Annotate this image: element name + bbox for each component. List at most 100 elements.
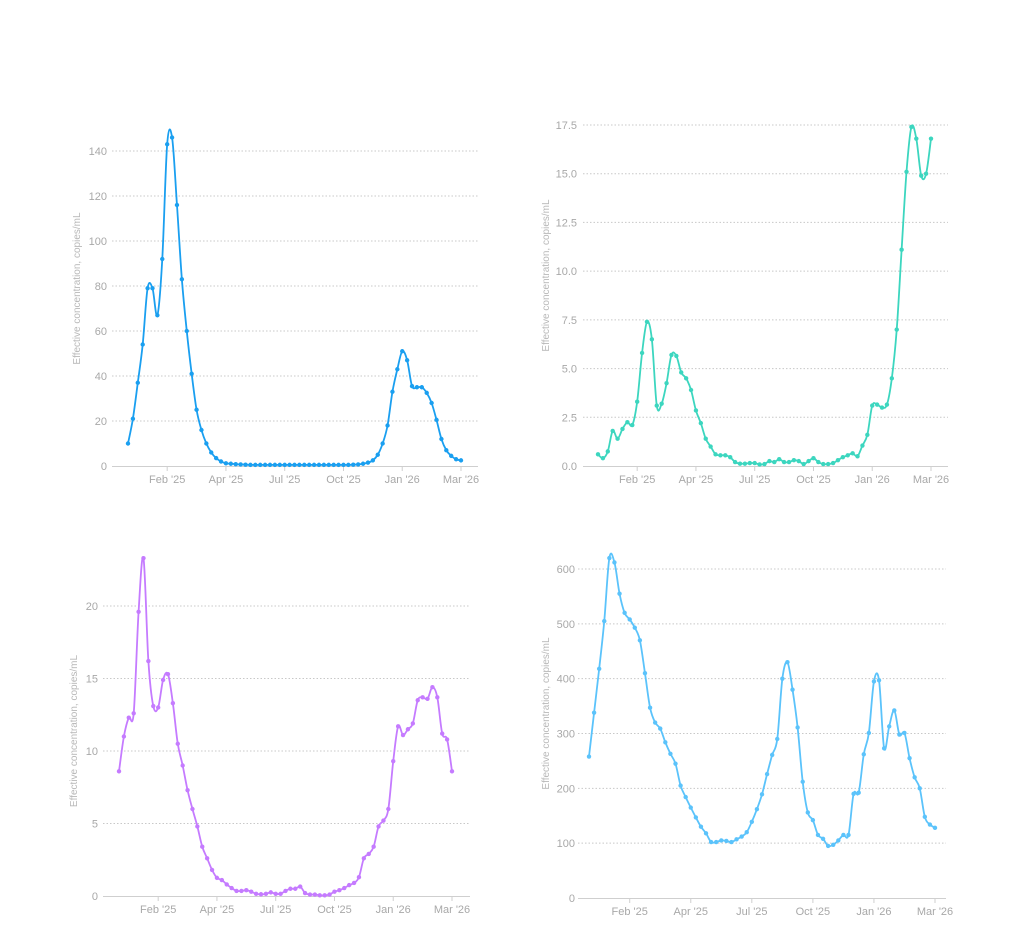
data-point[interactable] bbox=[728, 455, 733, 460]
data-point[interactable] bbox=[744, 830, 749, 835]
data-point[interactable] bbox=[351, 880, 357, 886]
data-point[interactable] bbox=[346, 462, 351, 468]
data-point[interactable] bbox=[698, 420, 704, 426]
data-point[interactable] bbox=[272, 462, 278, 468]
data-point[interactable] bbox=[917, 786, 922, 791]
data-point[interactable] bbox=[811, 456, 816, 461]
data-point[interactable] bbox=[391, 758, 396, 764]
data-point[interactable] bbox=[801, 461, 806, 467]
data-point[interactable] bbox=[932, 825, 938, 831]
data-point[interactable] bbox=[337, 888, 342, 893]
data-point[interactable] bbox=[884, 402, 890, 407]
data-point[interactable] bbox=[724, 838, 729, 844]
data-point[interactable] bbox=[625, 419, 630, 425]
data-point[interactable] bbox=[316, 462, 322, 468]
data-point[interactable] bbox=[912, 775, 917, 780]
data-point[interactable] bbox=[435, 695, 440, 700]
data-point[interactable] bbox=[596, 666, 602, 671]
data-point[interactable] bbox=[370, 458, 376, 463]
data-point[interactable] bbox=[288, 886, 293, 891]
data-point[interactable] bbox=[321, 462, 327, 468]
data-point[interactable] bbox=[654, 403, 659, 408]
data-point[interactable] bbox=[239, 888, 244, 894]
data-point[interactable] bbox=[307, 892, 313, 897]
data-point[interactable] bbox=[835, 457, 841, 463]
data-point[interactable] bbox=[155, 313, 160, 318]
data-point[interactable] bbox=[400, 349, 405, 354]
data-point[interactable] bbox=[312, 892, 318, 897]
data-point[interactable] bbox=[125, 441, 131, 446]
data-point[interactable] bbox=[121, 734, 127, 739]
data-point[interactable] bbox=[439, 436, 444, 442]
data-point[interactable] bbox=[894, 327, 899, 332]
data-point[interactable] bbox=[332, 889, 337, 894]
data-point[interactable] bbox=[825, 843, 831, 849]
data-point[interactable] bbox=[326, 462, 331, 468]
data-point[interactable] bbox=[292, 462, 297, 468]
data-point[interactable] bbox=[928, 136, 934, 141]
data-point[interactable] bbox=[204, 856, 210, 861]
data-point[interactable] bbox=[850, 451, 855, 456]
data-point[interactable] bbox=[769, 752, 775, 758]
data-point[interactable] bbox=[302, 462, 307, 468]
data-point[interactable] bbox=[620, 426, 625, 432]
data-point[interactable] bbox=[386, 806, 391, 812]
data-point[interactable] bbox=[764, 771, 770, 777]
data-point[interactable] bbox=[757, 462, 762, 467]
data-point[interactable] bbox=[772, 459, 777, 465]
data-point[interactable] bbox=[856, 790, 861, 795]
data-point[interactable] bbox=[283, 888, 288, 894]
data-point[interactable] bbox=[825, 461, 831, 467]
data-point[interactable] bbox=[642, 670, 648, 676]
data-point[interactable] bbox=[140, 342, 145, 347]
data-point[interactable] bbox=[708, 444, 713, 449]
data-point[interactable] bbox=[713, 452, 718, 457]
data-point[interactable] bbox=[622, 610, 627, 616]
data-point[interactable] bbox=[293, 886, 298, 891]
data-point[interactable] bbox=[164, 142, 170, 147]
data-point[interactable] bbox=[881, 746, 887, 751]
data-point[interactable] bbox=[899, 247, 904, 252]
data-point[interactable] bbox=[927, 822, 933, 827]
data-point[interactable] bbox=[175, 741, 180, 746]
data-point[interactable] bbox=[734, 837, 739, 842]
data-point[interactable] bbox=[365, 460, 371, 465]
data-point[interactable] bbox=[404, 358, 410, 363]
data-point[interactable] bbox=[845, 453, 850, 458]
data-point[interactable] bbox=[790, 687, 795, 692]
data-point[interactable] bbox=[821, 461, 826, 467]
data-point[interactable] bbox=[258, 462, 263, 468]
data-point[interactable] bbox=[703, 831, 709, 836]
data-point[interactable] bbox=[639, 350, 645, 356]
data-point[interactable] bbox=[278, 891, 283, 897]
data-point[interactable] bbox=[219, 877, 225, 883]
data-point[interactable] bbox=[331, 462, 336, 468]
data-point[interactable] bbox=[785, 660, 790, 665]
data-point[interactable] bbox=[273, 891, 278, 897]
data-point[interactable] bbox=[165, 671, 171, 677]
data-point[interactable] bbox=[390, 389, 395, 394]
data-point[interactable] bbox=[405, 727, 411, 732]
data-point[interactable] bbox=[800, 779, 805, 784]
data-point[interactable] bbox=[381, 818, 386, 823]
data-point[interactable] bbox=[659, 401, 664, 406]
data-point[interactable] bbox=[865, 432, 870, 438]
data-point[interactable] bbox=[233, 462, 238, 467]
data-point[interactable] bbox=[678, 783, 683, 788]
data-point[interactable] bbox=[444, 737, 450, 742]
data-point[interactable] bbox=[214, 875, 220, 881]
data-point[interactable] bbox=[126, 715, 131, 720]
data-point[interactable] bbox=[649, 337, 655, 342]
data-point[interactable] bbox=[816, 459, 821, 465]
data-point[interactable] bbox=[810, 817, 816, 823]
data-point[interactable] bbox=[669, 352, 674, 358]
data-point[interactable] bbox=[795, 725, 800, 730]
data-point[interactable] bbox=[612, 560, 617, 565]
data-point[interactable] bbox=[610, 428, 615, 434]
data-point[interactable] bbox=[617, 591, 622, 596]
data-point[interactable] bbox=[805, 810, 810, 815]
data-point[interactable] bbox=[866, 730, 872, 736]
data-point[interactable] bbox=[376, 824, 381, 829]
data-point[interactable] bbox=[395, 724, 401, 729]
data-point[interactable] bbox=[591, 710, 597, 715]
